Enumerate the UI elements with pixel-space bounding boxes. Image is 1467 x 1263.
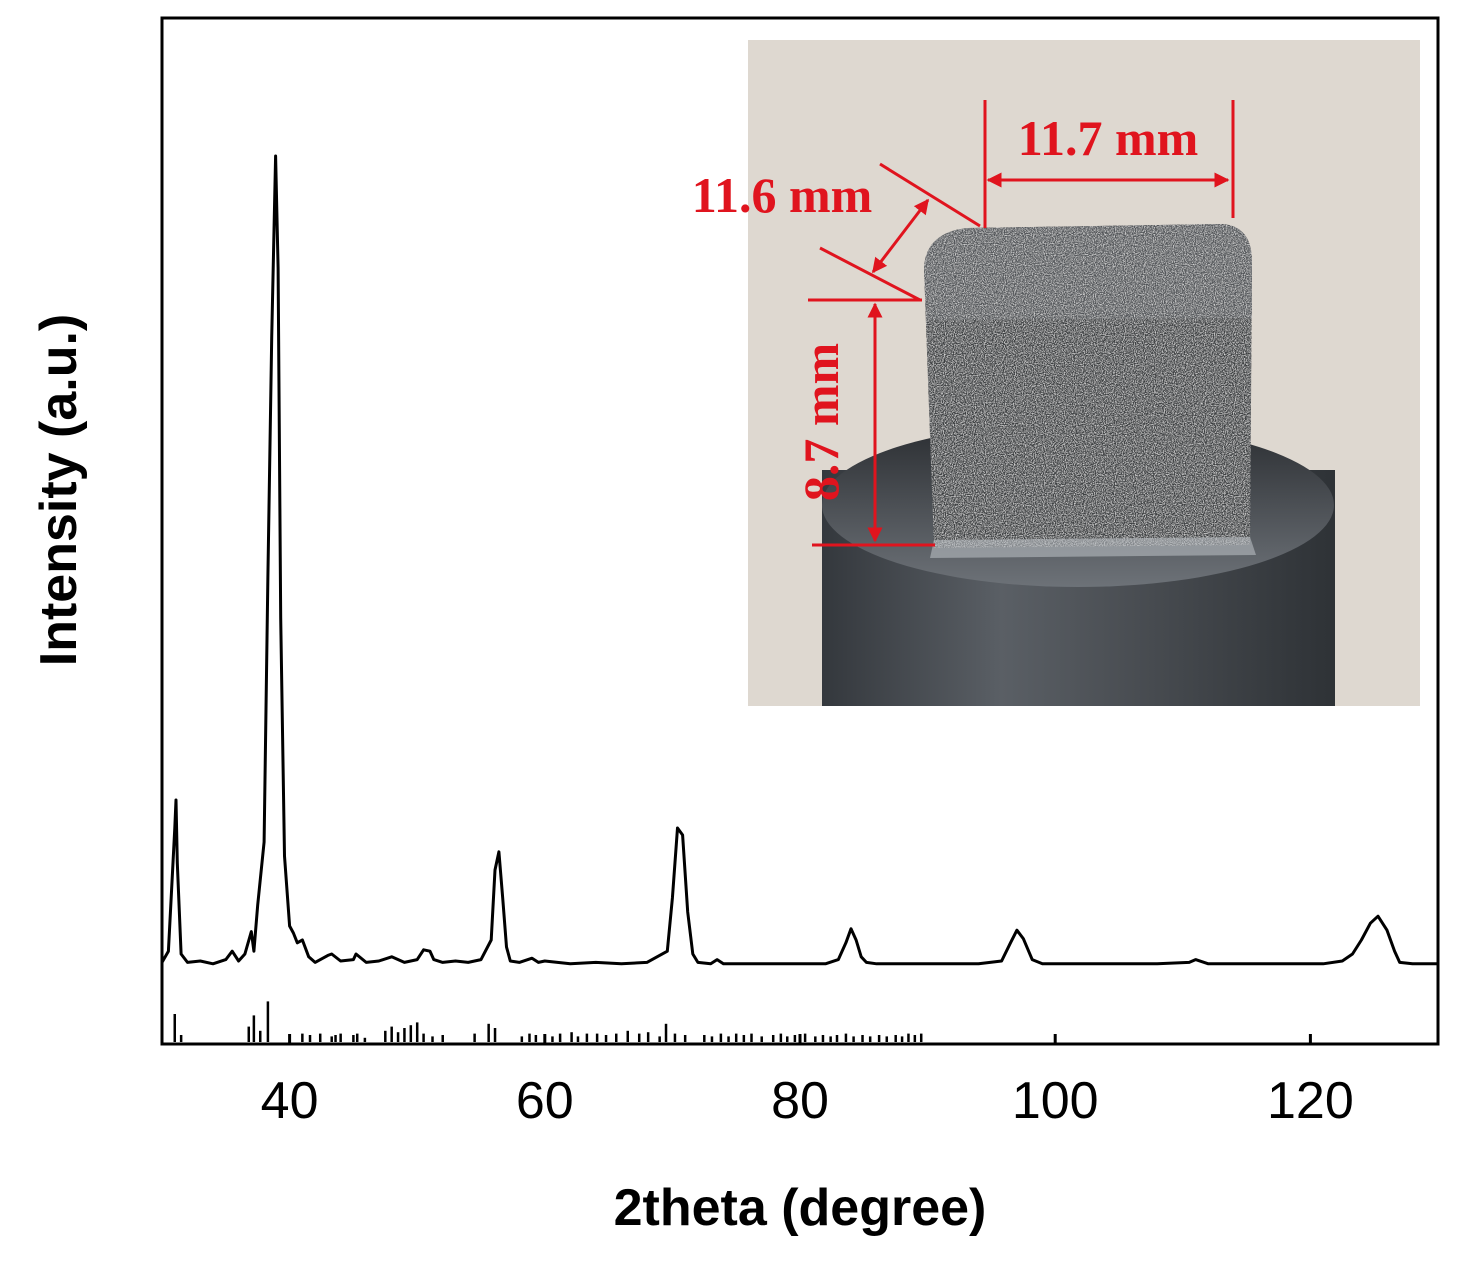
inset-photo: 11.7 mm 11.6 mm 8.7 mm — [692, 40, 1420, 706]
x-tick-label: 120 — [1267, 1072, 1354, 1130]
width-dimension-label: 11.7 mm — [1018, 110, 1199, 166]
x-axis-ticks: 40 60 80 100 120 — [261, 1034, 1354, 1130]
x-axis-title: 2theta (degree) — [614, 1179, 987, 1237]
x-tick-label: 40 — [261, 1072, 319, 1130]
cube-top-face — [924, 224, 1252, 320]
x-tick-label: 100 — [1012, 1072, 1099, 1130]
height-dimension-label: 8.7 mm — [793, 343, 849, 501]
x-tick-label: 60 — [516, 1072, 574, 1130]
xrd-pattern-line — [160, 154, 1438, 966]
y-axis-title: Intensity (a.u.) — [30, 314, 88, 666]
dimension-annotations — [808, 100, 1235, 547]
x-tick-label: 80 — [771, 1072, 829, 1130]
depth-dimension-label: 11.6 mm — [692, 167, 873, 223]
reference-sticks — [173, 1001, 923, 1042]
cube-base-rim — [930, 537, 1256, 558]
